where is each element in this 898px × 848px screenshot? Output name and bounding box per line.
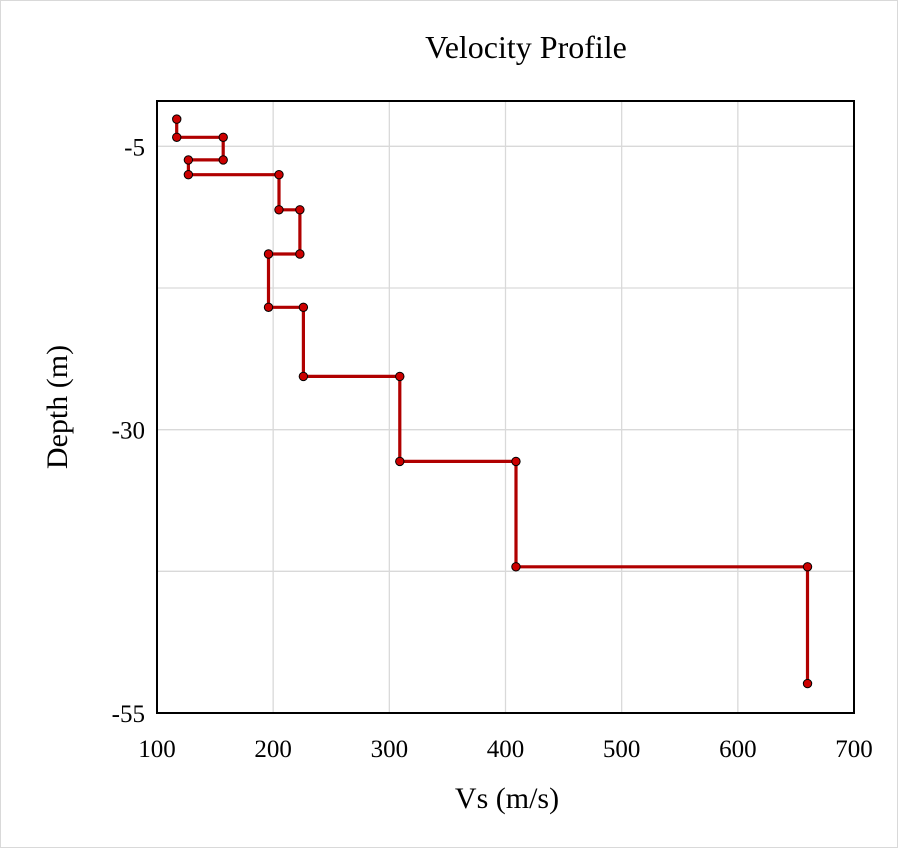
data-point — [172, 132, 182, 142]
grid-lines — [157, 101, 854, 713]
data-point — [298, 371, 309, 382]
x-tick-label: 100 — [138, 736, 176, 763]
y-axis-tick-labels: -5 -30 -55 — [112, 134, 145, 728]
data-point — [395, 456, 405, 467]
y-tick-label: -30 — [112, 418, 145, 445]
x-tick-label: 400 — [487, 736, 525, 763]
data-point — [802, 678, 813, 689]
y-tick-label: -55 — [112, 701, 145, 728]
x-tick-label: 300 — [371, 736, 409, 763]
data-point — [395, 371, 405, 382]
y-tick-label: -5 — [124, 134, 145, 161]
data-point — [274, 169, 284, 180]
x-axis-title: Vs (m/s) — [455, 782, 559, 815]
data-point — [183, 169, 194, 180]
velocity-series — [172, 114, 813, 689]
data-point — [274, 205, 284, 215]
data-point — [295, 249, 305, 259]
x-tick-label: 700 — [835, 736, 873, 763]
data-point — [511, 456, 521, 467]
x-tick-label: 500 — [603, 736, 641, 763]
x-tick-label: 600 — [719, 736, 757, 763]
data-point — [802, 562, 813, 572]
data-point — [218, 132, 228, 142]
chart-title: Velocity Profile — [425, 29, 627, 65]
x-tick-label: 200 — [254, 736, 292, 763]
data-point — [511, 562, 521, 572]
data-point — [298, 302, 309, 312]
data-point — [295, 205, 305, 215]
data-point — [183, 155, 194, 165]
velocity-profile-line — [175, 119, 810, 684]
y-axis-title: Depth (m) — [41, 345, 74, 469]
data-point — [263, 302, 274, 312]
data-point — [263, 249, 274, 259]
data-point — [172, 114, 182, 124]
data-point — [218, 155, 228, 165]
x-axis-tick-labels: 100 200 300 400 500 600 700 — [138, 736, 873, 763]
plot-area-border — [156, 100, 855, 714]
